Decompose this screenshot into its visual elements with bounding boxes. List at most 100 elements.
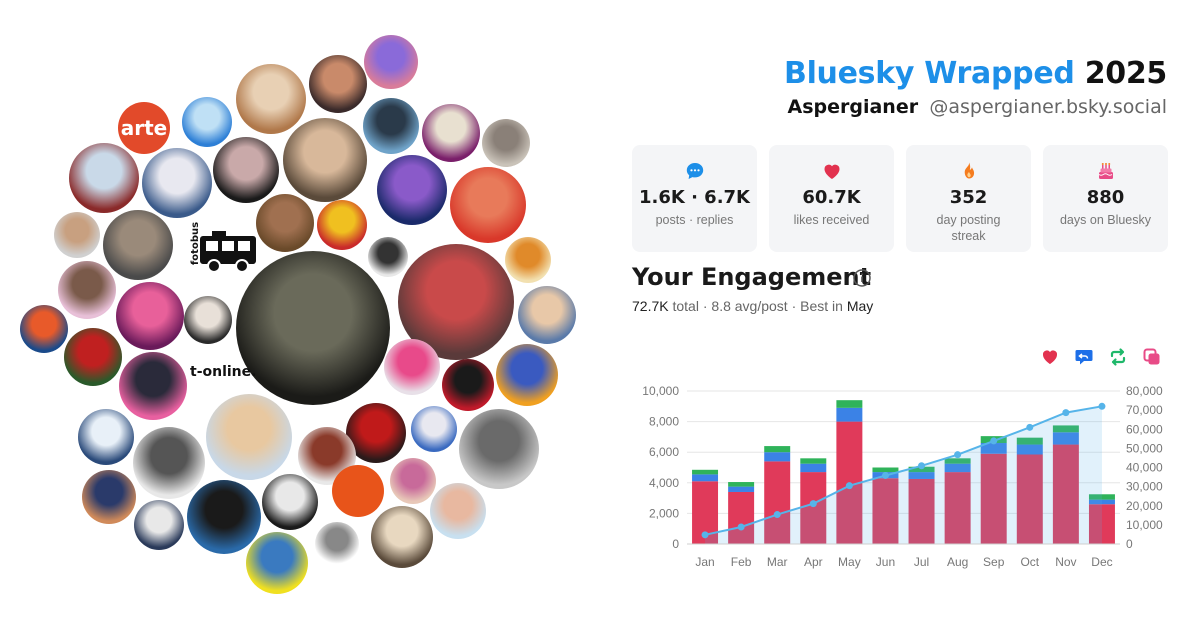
- user-handle[interactable]: @aspergianer.bsky.social: [929, 96, 1167, 118]
- y2-tick-label: 30,000: [1126, 480, 1163, 494]
- speech-bubble-icon: [686, 163, 703, 179]
- y2-tick-label: 40,000: [1126, 461, 1163, 475]
- stat-value: 1.6K · 6.7K: [638, 187, 751, 208]
- follower-avatar[interactable]: [384, 339, 440, 395]
- reply-icon[interactable]: [1074, 347, 1094, 367]
- y2-tick-label: 20,000: [1126, 499, 1163, 513]
- follower-avatar[interactable]: [422, 104, 480, 162]
- engagement-summary: 72.7K total · 8.8 avg/post · Best in May: [632, 298, 873, 314]
- follower-avatar[interactable]: [332, 465, 384, 517]
- cumulative-point: [737, 523, 745, 531]
- display-name[interactable]: Aspergianer: [787, 96, 919, 118]
- x-tick-label: Jun: [876, 555, 895, 569]
- follower-avatar[interactable]: [69, 143, 139, 213]
- follower-avatar[interactable]: [213, 137, 279, 203]
- follower-avatar[interactable]: [116, 282, 184, 350]
- follower-avatar[interactable]: [182, 97, 232, 147]
- follower-avatar[interactable]: [133, 427, 205, 499]
- follower-avatar[interactable]: [430, 483, 486, 539]
- bar-segment: [692, 474, 719, 482]
- fotobus-label: fotobus: [190, 221, 202, 266]
- follower-avatar[interactable]: [390, 458, 436, 504]
- cumulative-point: [990, 437, 998, 445]
- follower-avatar[interactable]: [315, 522, 359, 566]
- follower-avatar[interactable]: [371, 506, 433, 568]
- heart-icon[interactable]: [1040, 347, 1060, 367]
- cumulative-point: [701, 531, 709, 539]
- x-tick-label: Oct: [1020, 555, 1039, 569]
- y2-tick-label: 60,000: [1126, 422, 1163, 436]
- bar-segment: [1016, 444, 1043, 455]
- separator: ·: [702, 298, 708, 314]
- x-tick-label: Sep: [983, 555, 1005, 569]
- fotobus-logo[interactable]: fotobus: [182, 222, 262, 280]
- follower-avatar[interactable]: [236, 64, 306, 134]
- bar-segment: [692, 469, 719, 475]
- stat-value: 60.7K: [802, 187, 861, 208]
- y2-tick-label: 70,000: [1126, 403, 1163, 417]
- follower-avatar[interactable]: [134, 500, 184, 550]
- follower-avatar[interactable]: [119, 352, 187, 420]
- bar-segment: [944, 458, 971, 464]
- bar-segment: [1052, 444, 1079, 544]
- follower-avatar[interactable]: [184, 296, 232, 344]
- follower-avatar[interactable]: [82, 470, 136, 524]
- x-tick-label: May: [838, 555, 861, 569]
- follower-avatar[interactable]: [206, 394, 292, 480]
- follower-avatar[interactable]: [364, 35, 418, 89]
- avatar-cloud: arte fotobus t-online.: [20, 35, 576, 594]
- bar-segment: [1088, 499, 1115, 505]
- x-tick-label: Apr: [804, 555, 823, 569]
- stat-label: day posting streak: [936, 213, 1001, 243]
- follower-avatar[interactable]: arte: [118, 102, 170, 154]
- x-tick-label: Jan: [695, 555, 714, 569]
- y-tick-label: 0: [672, 537, 679, 551]
- follower-avatar[interactable]: [78, 409, 134, 465]
- bar-segment: [1088, 504, 1115, 544]
- bar-segment: [980, 443, 1007, 454]
- follower-avatar[interactable]: [363, 98, 419, 154]
- stat-label: days on Bluesky: [1059, 213, 1152, 227]
- follower-avatar[interactable]: [377, 155, 447, 225]
- follower-avatar[interactable]: [411, 406, 457, 452]
- follower-avatar[interactable]: [459, 409, 539, 489]
- stat-value: 880: [1086, 187, 1125, 208]
- engagement-best-month: May: [846, 298, 874, 314]
- follower-avatar[interactable]: [187, 480, 261, 554]
- follower-avatar[interactable]: [346, 403, 406, 463]
- follower-avatar[interactable]: [442, 359, 494, 411]
- repost-icon[interactable]: [1108, 347, 1128, 367]
- t-online-label[interactable]: t-online.: [190, 364, 257, 380]
- stat-value: 352: [949, 187, 988, 208]
- follower-avatar[interactable]: [262, 474, 318, 530]
- follower-avatar[interactable]: [103, 210, 173, 280]
- follower-avatar[interactable]: [256, 194, 314, 252]
- stat-card-days: 880 days on Bluesky: [1043, 145, 1168, 252]
- follower-avatar[interactable]: [496, 344, 558, 406]
- follower-avatar[interactable]: [58, 261, 116, 319]
- stat-label: likes received: [793, 213, 870, 227]
- follower-avatar[interactable]: [317, 200, 367, 250]
- follower-avatar[interactable]: [482, 119, 530, 167]
- follower-avatar[interactable]: [309, 55, 367, 113]
- bar-segment: [764, 452, 791, 462]
- y-tick-label: 2,000: [649, 506, 679, 520]
- follower-avatar[interactable]: [368, 237, 408, 277]
- stat-card-streak: 352 day posting streak: [906, 145, 1031, 252]
- bar-segment: [872, 478, 899, 544]
- follower-avatar[interactable]: [246, 532, 308, 594]
- follower-avatar[interactable]: [450, 167, 526, 243]
- follower-avatar[interactable]: [54, 212, 100, 258]
- follower-avatar[interactable]: [64, 328, 122, 386]
- follower-avatar[interactable]: [142, 148, 212, 218]
- follower-avatar[interactable]: [20, 305, 68, 353]
- follower-avatar[interactable]: [283, 118, 367, 202]
- stat-label: posts · replies: [655, 213, 734, 227]
- follower-avatar[interactable]: [236, 251, 390, 405]
- info-icon[interactable]: [852, 268, 872, 288]
- bar-segment: [1052, 432, 1079, 445]
- follower-avatar[interactable]: [505, 237, 551, 283]
- engagement-total-word: total: [672, 298, 699, 314]
- quote-icon[interactable]: [1142, 347, 1162, 367]
- follower-avatar[interactable]: [518, 286, 576, 344]
